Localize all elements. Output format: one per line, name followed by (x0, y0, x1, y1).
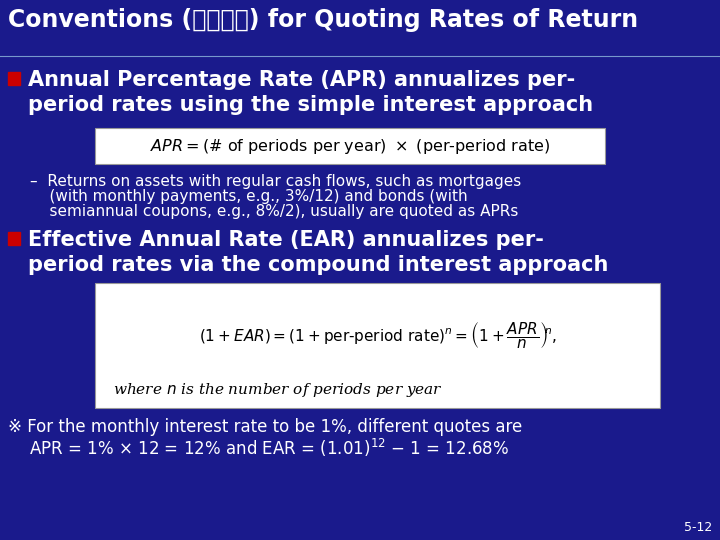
Text: $(1+EAR) = (1+\mathrm{per\text{-}period\ rate})^n = \left(1+\dfrac{APR}{n}\right: $(1+EAR) = (1+\mathrm{per\text{-}period\… (199, 321, 557, 350)
Bar (8, 232, 20, 245)
Text: period rates using the simple interest approach: period rates using the simple interest a… (28, 95, 593, 115)
Text: Annual Percentage Rate (APR) annualizes per-: Annual Percentage Rate (APR) annualizes … (28, 70, 575, 90)
Text: ※ For the monthly interest rate to be 1%, different quotes are: ※ For the monthly interest rate to be 1%… (8, 418, 522, 436)
Text: semiannual coupons, e.g., 8%/2), usually are quoted as APRs: semiannual coupons, e.g., 8%/2), usually… (30, 204, 518, 219)
Text: where $n$ is the number of periods per year: where $n$ is the number of periods per y… (113, 381, 443, 399)
Text: Effective Annual Rate (EAR) annualizes per-: Effective Annual Rate (EAR) annualizes p… (28, 230, 544, 250)
Text: APR = 1% $\times$ 12 = 12% and EAR = (1.01)$^{12}$ $-$ 1 = 12.68%: APR = 1% $\times$ 12 = 12% and EAR = (1.… (8, 437, 509, 459)
Bar (95, 283, 660, 408)
Text: Conventions (市場慣例) for Quoting Rates of Return: Conventions (市場慣例) for Quoting Rates of … (8, 8, 638, 32)
Text: 5-12: 5-12 (684, 521, 712, 534)
Text: period rates via the compound interest approach: period rates via the compound interest a… (28, 255, 608, 275)
Text: $\mathit{APR} = (\#\ \mathrm{of\ periods\ per\ year})\ \times\ (\mathrm{per\text: $\mathit{APR} = (\#\ \mathrm{of\ periods… (150, 137, 550, 156)
Text: (with monthly payments, e.g., 3%/12) and bonds (with: (with monthly payments, e.g., 3%/12) and… (30, 189, 467, 204)
Bar (95, 128, 605, 164)
Bar (8, 72, 20, 85)
Text: –  Returns on assets with regular cash flows, such as mortgages: – Returns on assets with regular cash fl… (30, 174, 521, 189)
